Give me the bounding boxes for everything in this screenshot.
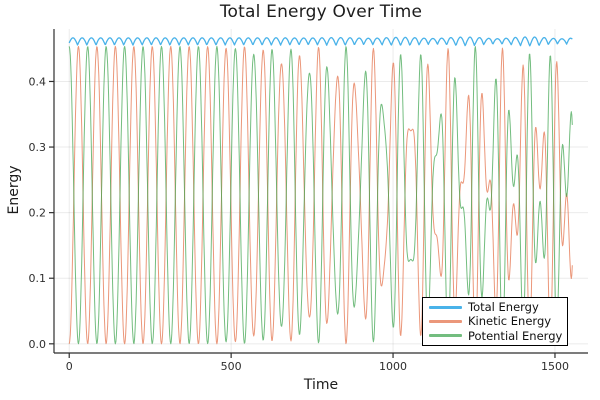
legend: Total Energy Kinetic Energy Potential En… — [422, 297, 568, 346]
legend-line-total — [429, 305, 462, 309]
legend-item-total: Total Energy — [429, 300, 563, 314]
total-energy-line — [68, 36, 573, 47]
series-lines — [68, 36, 573, 345]
y-tick-label: 0.3 — [29, 141, 47, 154]
legend-label-total: Total Energy — [468, 300, 539, 315]
x-tick-label: 1000 — [379, 360, 407, 373]
legend-item-kinetic: Kinetic Energy — [429, 314, 563, 328]
x-tick-label: 0 — [66, 360, 73, 373]
potential-energy-line — [68, 45, 573, 345]
y-axis-label: Energy — [6, 165, 22, 215]
y-tick-label: 0.2 — [29, 207, 47, 220]
legend-line-potential — [429, 334, 462, 338]
tick-labels: 0 500 1000 1500 0.0 0.1 0.2 0.3 0.4 — [29, 75, 569, 373]
y-tick-label: 0.0 — [29, 338, 47, 351]
x-tick-label: 1500 — [541, 360, 569, 373]
legend-line-kinetic — [429, 319, 462, 323]
axes — [49, 29, 588, 358]
kinetic-energy-line — [68, 45, 573, 345]
x-tick-label: 500 — [221, 360, 242, 373]
x-axis-label: Time — [303, 377, 339, 393]
chart-title: Total Energy Over Time — [219, 2, 423, 22]
legend-label-potential: Potential Energy — [468, 328, 563, 343]
y-tick-label: 0.1 — [29, 272, 47, 285]
y-tick-label: 0.4 — [29, 75, 47, 88]
legend-label-kinetic: Kinetic Energy — [468, 314, 552, 329]
legend-item-potential: Potential Energy — [429, 329, 563, 343]
